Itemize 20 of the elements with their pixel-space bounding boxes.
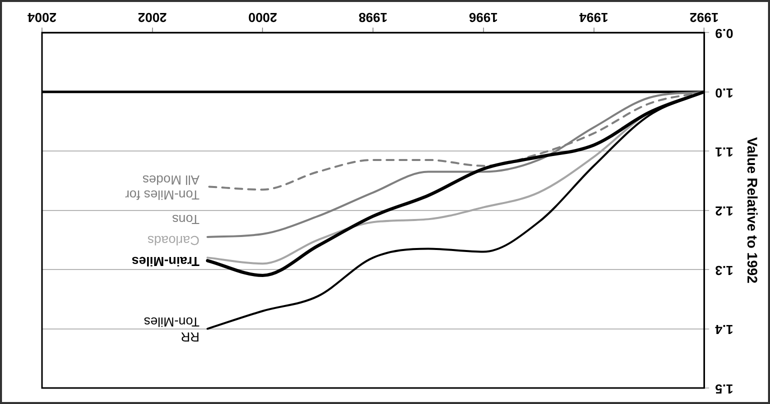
series-label: RR Ton-Miles <box>143 314 200 345</box>
x-tick-label: 2000 <box>248 10 278 26</box>
y-tick-label: 1.0 <box>715 85 734 100</box>
x-tick-label: 2002 <box>138 10 167 26</box>
y-tick-label: 1.1 <box>715 144 734 160</box>
y-tick-label: 1.5 <box>715 381 734 396</box>
y-tick-label: 0.9 <box>715 26 734 42</box>
x-tick-label: 2004 <box>26 10 56 26</box>
y-tick-label: 1.3 <box>715 262 734 278</box>
series-label: Carloads <box>147 233 200 248</box>
series-label: Ton-Miles for All Modes <box>124 172 200 203</box>
x-tick-label: 1992 <box>690 10 719 26</box>
x-tick-label: 1996 <box>468 10 498 26</box>
y-tick-label: 1.4 <box>714 322 734 338</box>
x-tick-label: 1998 <box>358 10 388 26</box>
y-axis-title: Value Relative to 1992 <box>744 137 761 284</box>
series-label: Train-Miles <box>132 254 200 270</box>
x-tick-label: 1994 <box>578 10 608 26</box>
series-label: Tons <box>172 212 200 228</box>
y-tick-label: 1.2 <box>715 204 734 219</box>
